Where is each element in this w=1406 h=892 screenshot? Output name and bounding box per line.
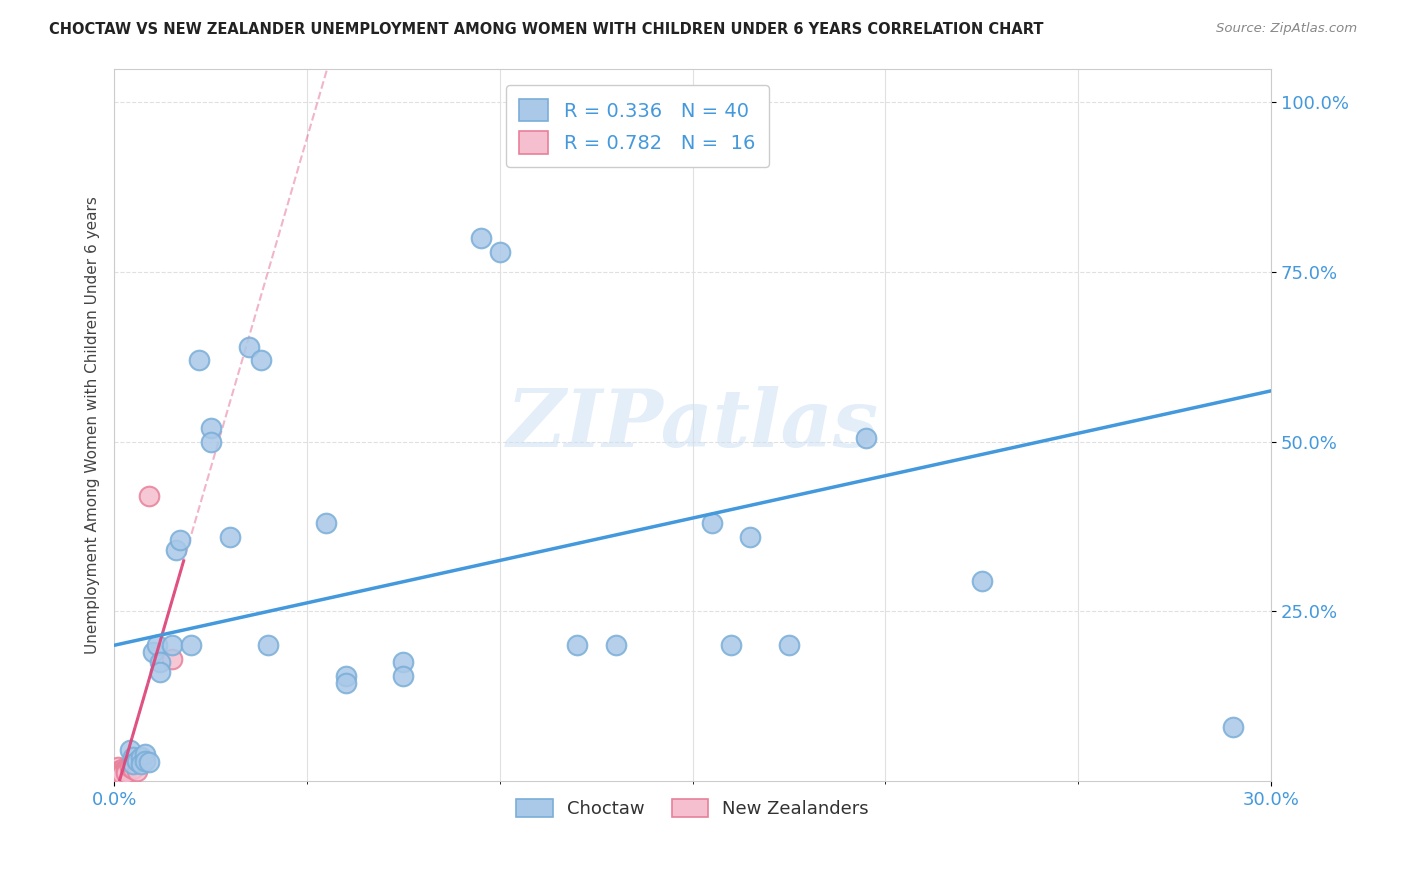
Point bbox=[335, 669, 357, 683]
Point bbox=[335, 675, 357, 690]
Point bbox=[149, 665, 172, 680]
Point bbox=[111, 764, 134, 778]
Text: ZIPatlas: ZIPatlas bbox=[506, 386, 879, 464]
Point bbox=[107, 765, 129, 780]
Point bbox=[257, 638, 280, 652]
Point bbox=[129, 757, 152, 772]
Point bbox=[470, 231, 492, 245]
Point bbox=[720, 638, 742, 652]
Point bbox=[114, 762, 136, 776]
Point bbox=[134, 754, 156, 768]
Point bbox=[114, 764, 136, 778]
Point bbox=[138, 489, 160, 503]
Legend: Choctaw, New Zealanders: Choctaw, New Zealanders bbox=[509, 791, 876, 825]
Point bbox=[188, 353, 211, 368]
Point bbox=[1222, 720, 1244, 734]
Point bbox=[700, 516, 723, 530]
Point bbox=[118, 743, 141, 757]
Point bbox=[200, 434, 222, 449]
Y-axis label: Unemployment Among Women with Children Under 6 years: Unemployment Among Women with Children U… bbox=[86, 196, 100, 654]
Point bbox=[740, 530, 762, 544]
Point bbox=[392, 669, 415, 683]
Point bbox=[392, 655, 415, 669]
Point bbox=[122, 757, 145, 772]
Text: Source: ZipAtlas.com: Source: ZipAtlas.com bbox=[1216, 22, 1357, 36]
Point bbox=[134, 747, 156, 761]
Point bbox=[114, 765, 136, 780]
Point bbox=[165, 543, 187, 558]
Point bbox=[605, 638, 627, 652]
Point bbox=[315, 516, 337, 530]
Point bbox=[111, 767, 134, 781]
Point bbox=[111, 762, 134, 776]
Point bbox=[180, 638, 202, 652]
Point bbox=[149, 655, 172, 669]
Point bbox=[160, 652, 183, 666]
Point bbox=[145, 638, 167, 652]
Point bbox=[122, 762, 145, 776]
Point bbox=[127, 764, 149, 778]
Text: CHOCTAW VS NEW ZEALANDER UNEMPLOYMENT AMONG WOMEN WITH CHILDREN UNDER 6 YEARS CO: CHOCTAW VS NEW ZEALANDER UNEMPLOYMENT AM… bbox=[49, 22, 1043, 37]
Point bbox=[218, 530, 240, 544]
Point bbox=[118, 760, 141, 774]
Point bbox=[122, 757, 145, 772]
Point bbox=[107, 760, 129, 774]
Point bbox=[778, 638, 800, 652]
Point bbox=[238, 340, 260, 354]
Point bbox=[169, 533, 191, 548]
Point bbox=[127, 754, 149, 768]
Point bbox=[138, 755, 160, 769]
Point bbox=[249, 353, 271, 368]
Point bbox=[122, 750, 145, 764]
Point bbox=[488, 244, 510, 259]
Point bbox=[107, 764, 129, 778]
Point bbox=[142, 645, 165, 659]
Point bbox=[200, 421, 222, 435]
Point bbox=[565, 638, 588, 652]
Point bbox=[970, 574, 993, 588]
Point bbox=[129, 750, 152, 764]
Point bbox=[160, 638, 183, 652]
Point bbox=[855, 431, 877, 445]
Point bbox=[111, 765, 134, 780]
